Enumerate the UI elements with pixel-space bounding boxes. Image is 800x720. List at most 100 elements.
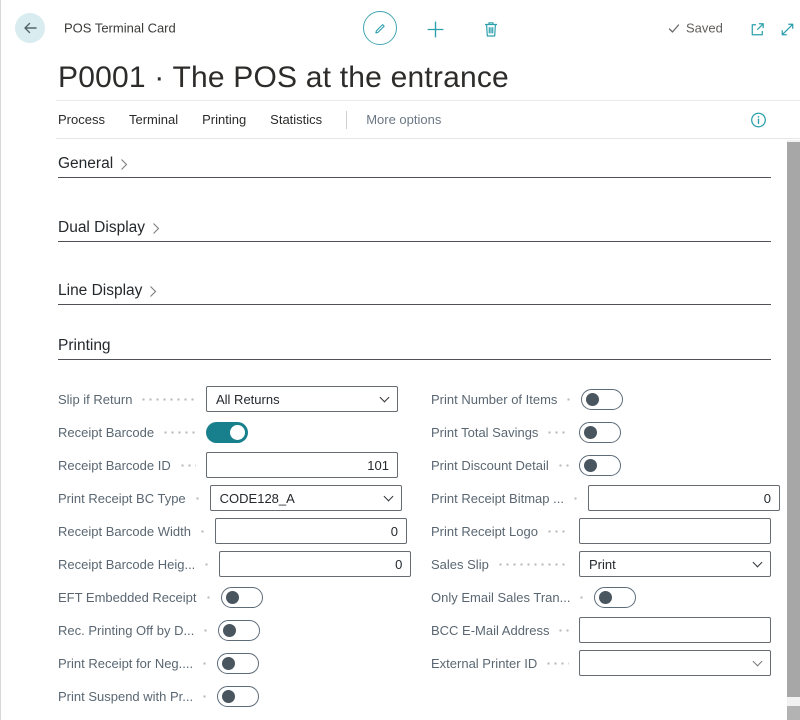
scrollbar-thumb[interactable]	[787, 142, 800, 697]
sales-slip-select[interactable]: Print	[579, 551, 771, 577]
rec-printing-off-by-d-toggle[interactable]	[218, 619, 261, 641]
field-control-slot	[220, 586, 413, 608]
dotted-leader	[556, 463, 569, 467]
field-row-eft-embedded-receipt: EFT Embedded Receipt	[58, 584, 398, 610]
edit-button[interactable]	[363, 11, 397, 45]
field-control-slot	[581, 388, 773, 410]
field-label: EFT Embedded Receipt	[58, 589, 197, 605]
field-row-bcc-e-mail-address: BCC E-Mail Address	[431, 617, 771, 643]
external-printer-id-combobox[interactable]	[579, 650, 771, 676]
dotted-leader	[545, 529, 569, 533]
menu-item-terminal[interactable]: Terminal	[128, 112, 179, 127]
resize-diagonal-icon	[778, 20, 797, 39]
fields-column-left: Slip if Return All Returns Receipt Barcode…	[58, 386, 412, 716]
dotted-leader	[201, 661, 208, 665]
field-label: External Printer ID	[431, 655, 538, 671]
toggle-knob	[222, 656, 236, 670]
field-control-slot	[594, 586, 786, 608]
open-in-new-window-icon	[748, 20, 767, 39]
section-printing[interactable]: Printing	[58, 333, 111, 359]
print-receipt-bitmap-input[interactable]	[587, 485, 780, 511]
section-label: Dual Display	[58, 219, 146, 236]
menu-item-printing[interactable]: Printing	[202, 112, 247, 127]
field-row-print-total-savings: Print Total Savings	[431, 419, 771, 445]
field-label: Slip if Return	[58, 391, 133, 407]
dotted-leader	[496, 562, 569, 566]
toggle-knob	[230, 424, 245, 440]
page-type-caption: POS Terminal Card	[64, 20, 176, 36]
section-label: General	[58, 155, 114, 172]
field-value: All Returns	[216, 391, 280, 407]
checkmark-icon	[667, 21, 681, 35]
print-total-savings-toggle[interactable]	[579, 421, 621, 443]
new-button[interactable]	[423, 17, 447, 41]
dotted-leader	[545, 661, 569, 665]
save-status: Saved	[667, 21, 723, 36]
dotted-leader	[140, 397, 196, 401]
print-suspend-with-pr-toggle[interactable]	[217, 685, 260, 707]
back-button[interactable]	[15, 13, 45, 43]
field-control-slot: Print	[579, 551, 771, 577]
print-discount-detail-toggle[interactable]	[579, 454, 621, 476]
field-label: Receipt Barcode Heig...	[58, 556, 196, 572]
chevron-right-icon	[120, 158, 128, 171]
resize-window-button[interactable]	[775, 17, 799, 41]
vertical-scrollbar	[787, 140, 800, 720]
field-control-slot: All Returns	[206, 386, 398, 412]
field-label: Only Email Sales Tran...	[431, 589, 571, 605]
dotted-leader	[578, 595, 585, 599]
field-row-external-printer-id: External Printer ID	[431, 650, 771, 676]
field-row-print-suspend-with-pr: Print Suspend with Pr...	[58, 683, 398, 709]
chevron-down-icon	[752, 557, 763, 567]
dotted-leader	[198, 529, 205, 533]
section-line-display[interactable]: Line Display	[58, 278, 157, 304]
field-label: Print Receipt Logo	[431, 523, 538, 539]
print-receipt-bc-type-select[interactable]: CODE128_A	[209, 485, 402, 511]
print-number-of-items-toggle[interactable]	[581, 388, 624, 410]
section-divider	[58, 304, 771, 305]
field-control-slot	[579, 650, 771, 676]
eft-embedded-receipt-toggle[interactable]	[220, 586, 263, 608]
field-label: Receipt Barcode Width	[58, 523, 191, 539]
field-row-receipt-barcode-heig: Receipt Barcode Heig...	[58, 551, 412, 577]
print-receipt-for-neg-toggle[interactable]	[217, 652, 260, 674]
receipt-barcode-id-input[interactable]	[206, 452, 398, 478]
delete-button[interactable]	[479, 17, 503, 41]
chevron-down-icon	[383, 491, 394, 501]
receipt-barcode-heig-input[interactable]	[219, 551, 412, 577]
field-control-slot	[206, 452, 398, 478]
section-general[interactable]: General	[58, 151, 128, 177]
field-row-print-receipt-logo: Print Receipt Logo	[431, 518, 771, 544]
field-control-slot: CODE128_A	[209, 485, 402, 511]
print-receipt-logo-input[interactable]	[579, 518, 771, 544]
toggle-knob	[222, 689, 236, 703]
open-in-new-window-button[interactable]	[745, 17, 769, 41]
page-title: P0001 · The POS at the entrance	[58, 61, 509, 94]
scrollbar-corner	[787, 706, 800, 720]
menu-item-process[interactable]: Process	[58, 112, 105, 127]
dotted-leader	[546, 430, 569, 434]
receipt-barcode-width-input[interactable]	[214, 518, 407, 544]
bcc-e-mail-address-input[interactable]	[579, 617, 771, 643]
field-row-sales-slip: Sales Slip Print	[431, 551, 771, 577]
info-button[interactable]	[750, 111, 767, 128]
dotted-leader	[571, 496, 578, 500]
more-options-button[interactable]: More options	[366, 112, 442, 127]
toggle-knob	[584, 458, 597, 472]
receipt-barcode-toggle[interactable]	[206, 421, 248, 443]
chevron-down-icon	[752, 656, 763, 666]
top-toolbar: POS Terminal Card Saved	[1, 0, 800, 56]
menu-divider	[346, 110, 348, 129]
field-label: Rec. Printing Off by D...	[58, 622, 195, 638]
field-control-slot	[214, 518, 407, 544]
field-label: BCC E-Mail Address	[431, 622, 550, 638]
field-row-slip-if-return: Slip if Return All Returns	[58, 386, 398, 412]
only-email-sales-tran-toggle[interactable]	[594, 586, 637, 608]
action-bar: Process Terminal Printing Statistics Mor…	[56, 101, 800, 139]
dotted-leader	[162, 430, 196, 434]
section-dual-display[interactable]: Dual Display	[58, 215, 160, 241]
menu-item-statistics[interactable]: Statistics	[270, 112, 323, 127]
slip-if-return-select[interactable]: All Returns	[206, 386, 398, 412]
arrow-left-icon	[20, 18, 40, 38]
field-control-slot	[219, 551, 412, 577]
